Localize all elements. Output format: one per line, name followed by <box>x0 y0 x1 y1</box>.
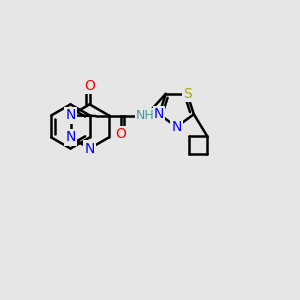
Text: N: N <box>84 142 95 155</box>
Text: N: N <box>171 120 182 134</box>
Text: O: O <box>115 127 126 141</box>
Text: N: N <box>65 130 76 145</box>
Text: S: S <box>183 87 192 101</box>
Text: O: O <box>84 79 95 93</box>
Text: NH: NH <box>136 110 155 122</box>
Text: N: N <box>154 107 164 121</box>
Text: N: N <box>65 108 76 122</box>
